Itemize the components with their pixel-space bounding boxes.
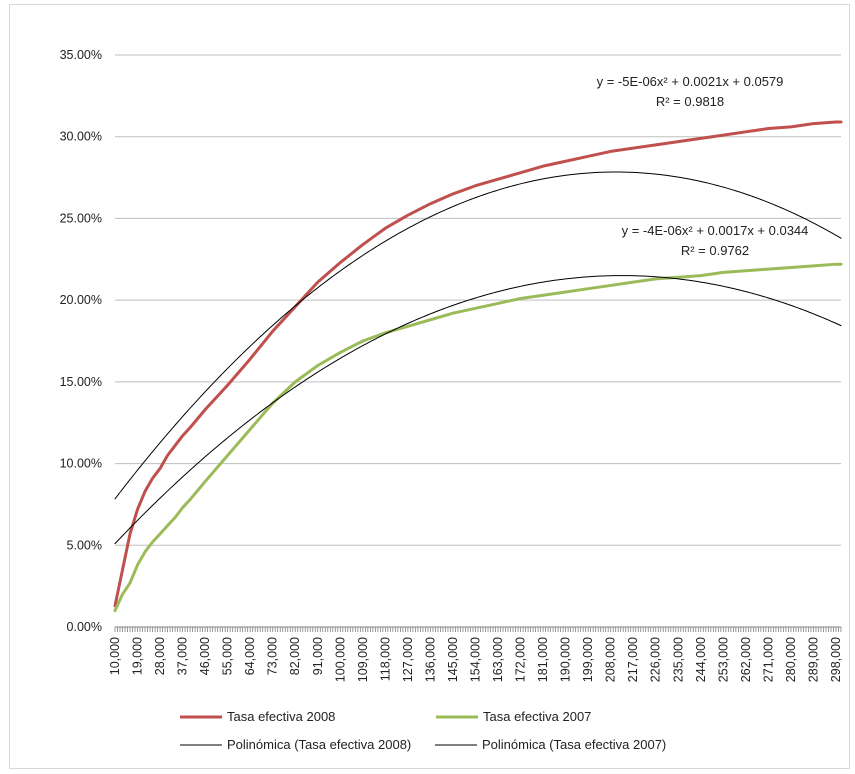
- x-tick-label: 100,000: [333, 637, 347, 682]
- x-tick-label: 19,000: [131, 637, 145, 675]
- x-tick-label: 172,000: [514, 637, 528, 682]
- x-tick-label: 154,000: [468, 637, 482, 682]
- legend-item-trend-2008: Polinómica (Tasa efectiva 2008): [180, 737, 411, 752]
- equation-2007: y = -4E-06x² + 0.0017x + 0.0344 R² = 0.9…: [622, 223, 809, 258]
- y-tick-label: 35.00%: [60, 48, 102, 62]
- x-tick-label: 235,000: [671, 637, 685, 682]
- x-tick-label: 181,000: [536, 637, 550, 682]
- x-tick-label: 280,000: [784, 637, 798, 682]
- gridlines: [115, 54, 841, 628]
- trendline-2: [114, 171, 842, 500]
- x-tick-label: 298,000: [829, 637, 843, 682]
- x-tick-label: 55,000: [221, 637, 235, 675]
- equation-2008-formula: y = -5E-06x² + 0.0021x + 0.0579: [597, 74, 784, 89]
- legend-item-2008: Tasa efectiva 2008: [180, 709, 335, 724]
- x-tick-label: 226,000: [649, 637, 663, 682]
- legend: Tasa efectiva 2008 Tasa efectiva 2007 Po…: [180, 709, 666, 752]
- x-tick-label: 28,000: [153, 637, 167, 675]
- y-tick-label: 30.00%: [60, 130, 102, 144]
- x-tick-label: 64,000: [243, 637, 257, 675]
- x-tick-label: 118,000: [378, 637, 392, 681]
- legend-item-trend-2007: Polinómica (Tasa efectiva 2007): [435, 737, 666, 752]
- y-tick-label: 15.00%: [60, 375, 102, 389]
- x-tick-label: 163,000: [491, 637, 505, 682]
- x-tick-label: 127,000: [401, 637, 415, 682]
- series-lines: [113, 120, 843, 613]
- y-tick-label: 25.00%: [60, 211, 102, 225]
- x-tick-label: 136,000: [423, 637, 437, 682]
- series-line-1: [113, 262, 843, 613]
- x-tick-label: 82,000: [288, 637, 302, 675]
- legend-label-2007: Tasa efectiva 2007: [483, 709, 591, 724]
- x-tick-label: 289,000: [806, 637, 820, 682]
- x-tick-label: 271,000: [761, 637, 775, 682]
- equation-2008: y = -5E-06x² + 0.0021x + 0.0579 R² = 0.9…: [597, 74, 784, 109]
- legend-label-trend-2007: Polinómica (Tasa efectiva 2007): [482, 737, 666, 752]
- legend-label-trend-2008: Polinómica (Tasa efectiva 2008): [227, 737, 411, 752]
- equation-2007-formula: y = -4E-06x² + 0.0017x + 0.0344: [622, 223, 809, 238]
- x-tick-label: 37,000: [176, 637, 190, 675]
- x-tick-label: 109,000: [356, 637, 370, 682]
- y-tick-label: 10.00%: [60, 457, 102, 471]
- x-tick-label: 208,000: [604, 637, 618, 682]
- legend-label-2008: Tasa efectiva 2008: [227, 709, 335, 724]
- y-tick-label: 0.00%: [67, 620, 102, 634]
- x-tick-label: 262,000: [739, 637, 753, 682]
- x-tick-label: 253,000: [716, 637, 730, 682]
- x-tick-label: 244,000: [694, 637, 708, 682]
- y-tick-label: 20.00%: [60, 293, 102, 307]
- y-tick-label: 5.00%: [67, 538, 102, 552]
- y-axis-ticks: 0.00% 5.00% 10.00% 15.00% 20.00% 25.00% 30.00%…: [60, 48, 102, 634]
- legend-item-2007: Tasa efectiva 2007: [436, 709, 591, 724]
- x-tick-label: 145,000: [446, 637, 460, 682]
- x-axis: 10,000 19,000 28,000 37,000 46,000 55,000 64,0…: [108, 626, 843, 682]
- chart-frame: [9, 4, 850, 769]
- x-tick-label: 73,000: [266, 637, 280, 675]
- equation-2008-r2: R² = 0.9818: [656, 94, 724, 109]
- series-line-0: [113, 120, 843, 608]
- x-tick-label: 199,000: [581, 637, 595, 682]
- x-tick-label: 10,000: [108, 637, 122, 675]
- x-tick-label: 190,000: [559, 637, 573, 682]
- x-tick-label: 217,000: [626, 637, 640, 682]
- x-tick-label: 91,000: [311, 637, 325, 675]
- trendline-3: [114, 275, 842, 545]
- x-tick-label: 46,000: [198, 637, 212, 675]
- equation-2007-r2: R² = 0.9762: [681, 243, 749, 258]
